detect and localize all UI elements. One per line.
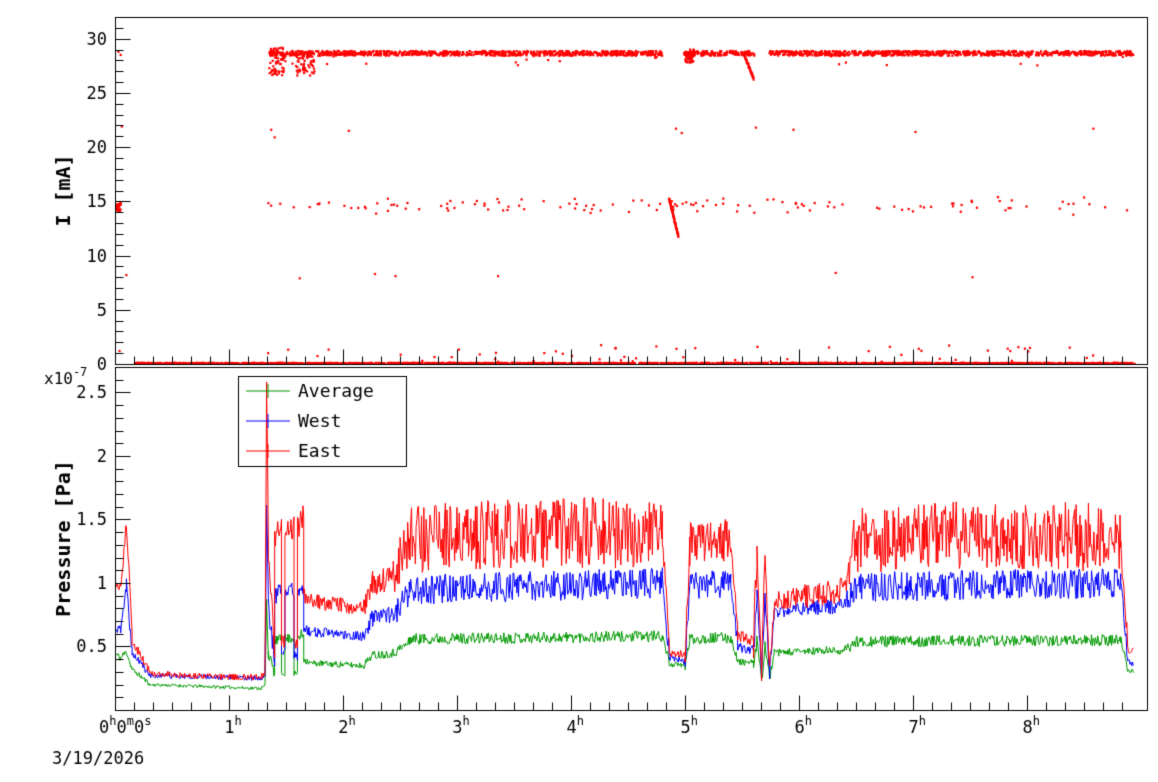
chart-canvas xyxy=(0,0,1158,782)
dual-panel-time-series-figure xyxy=(0,0,1158,782)
